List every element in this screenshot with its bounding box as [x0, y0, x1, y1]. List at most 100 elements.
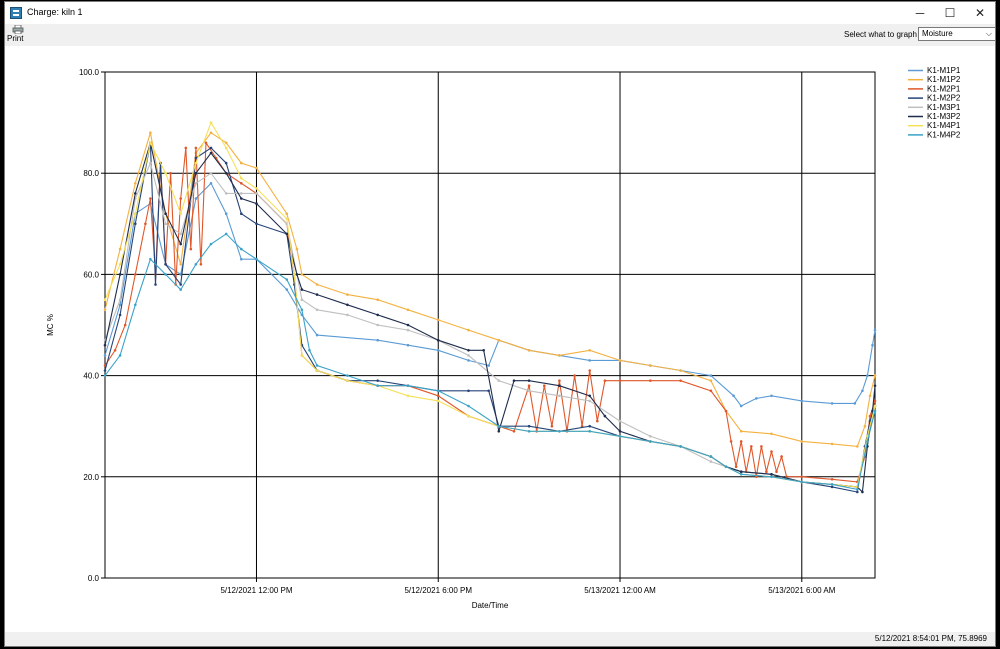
data-point-k1-m4p1[interactable]: [149, 141, 152, 145]
data-point-k1-m4p1[interactable]: [240, 177, 243, 180]
data-point-k1-m2p2[interactable]: [588, 424, 591, 428]
data-point-k1-m2p1[interactable]: [588, 369, 591, 372]
data-point-k1-m1p2[interactable]: [376, 298, 380, 301]
data-point-k1-m4p2[interactable]: [164, 273, 167, 276]
print-button[interactable]: Print: [7, 25, 29, 46]
data-point-k1-m4p1[interactable]: [209, 121, 213, 124]
data-point-k1-m2p1[interactable]: [868, 414, 872, 418]
data-point-k1-m1p2[interactable]: [709, 379, 713, 383]
data-point-k1-m1p2[interactable]: [863, 424, 867, 428]
data-point-k1-m3p2[interactable]: [285, 232, 289, 236]
data-point-k1-m1p2[interactable]: [285, 212, 289, 215]
series-line-k1-m2p2[interactable]: [104, 142, 876, 493]
data-point-k1-m4p2[interactable]: [285, 278, 289, 281]
title-bar[interactable]: Charge: kiln 1 ─ ☐ ✕: [5, 2, 995, 24]
data-point-k1-m1p2[interactable]: [649, 364, 652, 367]
data-point-k1-m1p1[interactable]: [861, 389, 864, 393]
data-point-k1-m1p2[interactable]: [770, 432, 773, 436]
data-point-k1-m1p2[interactable]: [134, 182, 137, 185]
data-point-k1-m2p2[interactable]: [856, 490, 859, 494]
data-point-k1-m2p1[interactable]: [729, 440, 733, 443]
data-point-k1-m1p2[interactable]: [103, 308, 107, 312]
data-point-k1-m3p2[interactable]: [376, 313, 380, 317]
data-point-k1-m2p2[interactable]: [118, 313, 122, 317]
data-point-k1-m1p1[interactable]: [732, 394, 735, 398]
data-point-k1-m4p2[interactable]: [300, 308, 304, 312]
data-point-k1-m3p2[interactable]: [497, 430, 501, 433]
data-point-k1-m2p2[interactable]: [224, 161, 228, 165]
data-point-k1-m2p1[interactable]: [873, 399, 877, 403]
data-point-k1-m3p1[interactable]: [497, 379, 501, 383]
data-point-k1-m2p2[interactable]: [487, 389, 491, 393]
data-point-k1-m4p2[interactable]: [308, 349, 311, 352]
data-point-k1-m2p1[interactable]: [573, 374, 576, 377]
data-point-k1-m4p2[interactable]: [618, 435, 622, 438]
data-point-k1-m4p1[interactable]: [315, 369, 319, 372]
data-point-k1-m4p2[interactable]: [588, 430, 591, 433]
data-point-k1-m2p2[interactable]: [179, 283, 182, 286]
data-point-k1-m2p1[interactable]: [512, 430, 516, 433]
data-point-k1-m3p2[interactable]: [295, 273, 299, 276]
data-point-k1-m2p1[interactable]: [113, 349, 117, 352]
data-point-k1-m4p2[interactable]: [240, 247, 243, 251]
data-point-k1-m4p2[interactable]: [179, 288, 182, 291]
data-point-k1-m1p1[interactable]: [755, 397, 758, 400]
data-point-k1-m4p2[interactable]: [436, 389, 440, 393]
data-point-k1-m2p1[interactable]: [240, 182, 243, 185]
data-point-k1-m3p1[interactable]: [588, 399, 591, 403]
data-point-k1-m4p2[interactable]: [649, 440, 652, 443]
data-point-k1-m3p2[interactable]: [770, 473, 773, 476]
data-point-k1-m2p1[interactable]: [760, 445, 763, 448]
data-point-k1-m1p2[interactable]: [118, 247, 122, 251]
data-point-k1-m3p1[interactable]: [179, 232, 182, 236]
data-point-k1-m1p2[interactable]: [588, 349, 591, 352]
data-point-k1-m4p2[interactable]: [149, 257, 152, 261]
data-point-k1-m1p1[interactable]: [209, 182, 213, 185]
data-point-k1-m3p2[interactable]: [527, 379, 531, 383]
data-point-k1-m1p2[interactable]: [868, 394, 872, 398]
data-point-k1-m3p1[interactable]: [300, 298, 304, 301]
data-point-k1-m4p1[interactable]: [134, 212, 137, 215]
data-point-k1-m4p2[interactable]: [866, 440, 869, 443]
data-point-k1-m1p1[interactable]: [709, 374, 713, 377]
data-point-k1-m2p1[interactable]: [618, 379, 622, 383]
data-point-k1-m1p1[interactable]: [118, 303, 122, 307]
data-point-k1-m2p1[interactable]: [734, 465, 738, 469]
data-point-k1-m4p2[interactable]: [679, 445, 682, 448]
data-point-k1-m2p1[interactable]: [199, 263, 203, 266]
data-point-k1-m3p2[interactable]: [103, 343, 107, 347]
data-point-k1-m2p1[interactable]: [603, 379, 607, 383]
close-button[interactable]: ✕: [974, 6, 986, 20]
data-point-k1-m1p1[interactable]: [770, 394, 773, 398]
data-point-k1-m1p2[interactable]: [240, 161, 243, 165]
data-point-k1-m3p1[interactable]: [149, 161, 152, 165]
data-point-k1-m3p1[interactable]: [558, 394, 561, 398]
data-point-k1-m4p1[interactable]: [164, 171, 167, 175]
data-point-k1-m3p1[interactable]: [346, 313, 349, 317]
data-point-k1-m1p2[interactable]: [873, 374, 877, 377]
data-point-k1-m3p2[interactable]: [467, 349, 470, 352]
data-point-k1-m4p2[interactable]: [346, 374, 349, 377]
data-point-k1-m2p1[interactable]: [189, 247, 193, 251]
data-point-k1-m1p2[interactable]: [679, 369, 682, 372]
data-point-k1-m1p2[interactable]: [300, 273, 304, 276]
data-point-k1-m2p2[interactable]: [194, 156, 198, 160]
graph-select[interactable]: Moisture ⌵: [918, 27, 996, 41]
series-line-k1-m3p2[interactable]: [104, 142, 876, 494]
data-point-k1-m1p1[interactable]: [487, 364, 491, 367]
data-point-k1-m2p1[interactable]: [724, 409, 728, 413]
data-point-k1-m1p2[interactable]: [224, 141, 228, 145]
data-point-k1-m4p1[interactable]: [467, 414, 470, 418]
data-point-k1-m1p1[interactable]: [376, 338, 380, 342]
data-point-k1-m1p2[interactable]: [346, 293, 349, 296]
data-point-k1-m2p1[interactable]: [780, 455, 783, 458]
moisture-chart[interactable]: 0.0 20.0 40.0 60.0 80.0 100.0 5/12/2021 12:00…: [5, 46, 995, 632]
data-point-k1-m3p2[interactable]: [873, 384, 877, 388]
data-point-k1-m3p2[interactable]: [512, 379, 516, 383]
data-point-k1-m3p2[interactable]: [300, 288, 304, 291]
data-point-k1-m4p1[interactable]: [285, 217, 289, 220]
data-point-k1-m4p1[interactable]: [300, 354, 304, 357]
data-point-k1-m2p1[interactable]: [194, 146, 198, 150]
data-point-k1-m1p1[interactable]: [285, 288, 289, 291]
data-point-k1-m1p1[interactable]: [873, 328, 877, 332]
